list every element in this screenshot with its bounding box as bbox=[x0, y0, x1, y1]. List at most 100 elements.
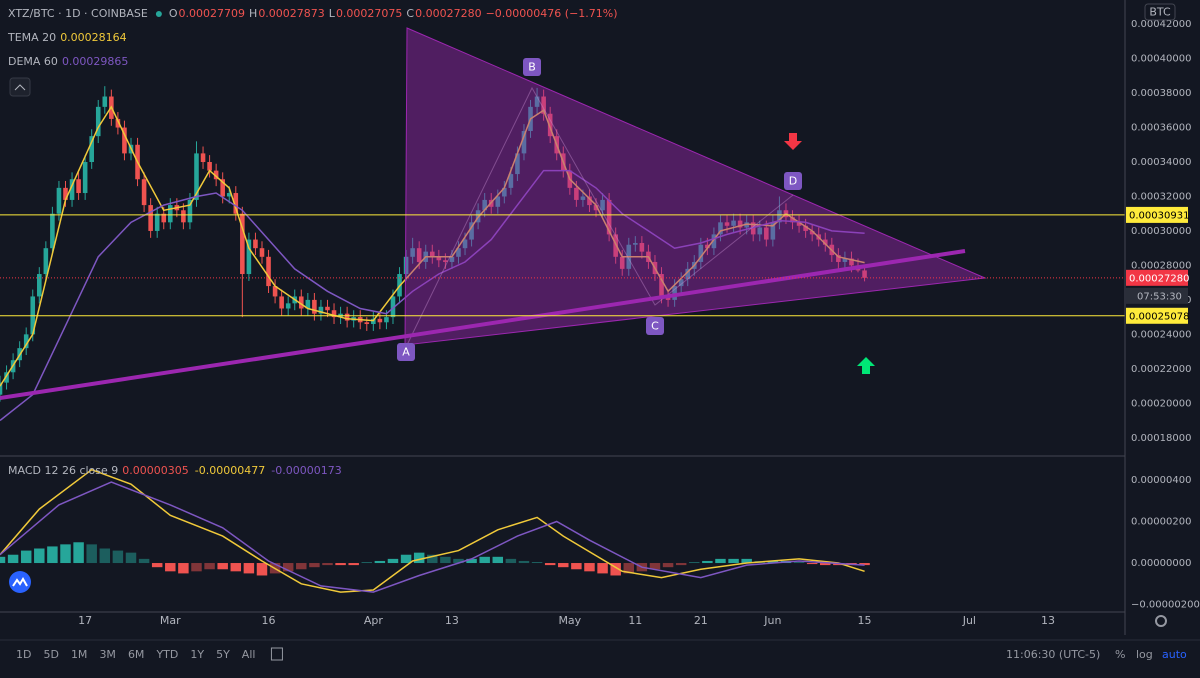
candle-body bbox=[606, 199, 612, 235]
candle-body bbox=[803, 225, 808, 231]
candle-body bbox=[141, 179, 147, 206]
range-button[interactable]: 6M bbox=[128, 648, 145, 661]
candle-body bbox=[279, 296, 284, 309]
auto-toggle[interactable]: auto bbox=[1162, 648, 1187, 661]
price-label: 0.00027280 bbox=[1129, 273, 1189, 284]
histogram-bar bbox=[413, 552, 425, 564]
indicator-line bbox=[0, 105, 865, 387]
percent-toggle[interactable]: % bbox=[1115, 648, 1125, 661]
candle-body bbox=[82, 162, 88, 194]
x-tick-label: 13 bbox=[445, 614, 459, 627]
candle-body bbox=[161, 213, 167, 223]
legend-name: DEMA 60 bbox=[8, 55, 58, 68]
candle-body bbox=[122, 127, 127, 154]
candle-body bbox=[547, 113, 553, 137]
candle-body bbox=[600, 199, 605, 211]
candle-body bbox=[76, 179, 81, 194]
log-toggle[interactable]: log bbox=[1136, 648, 1153, 661]
candle-body bbox=[619, 256, 625, 269]
candle-body bbox=[390, 296, 396, 318]
countdown-box bbox=[1126, 287, 1188, 304]
collapse-button[interactable] bbox=[9, 77, 31, 97]
range-button[interactable]: YTD bbox=[155, 648, 178, 661]
candle-body bbox=[449, 256, 455, 262]
candle-body bbox=[534, 96, 540, 107]
point-label: B bbox=[528, 61, 536, 74]
trend-line bbox=[0, 249, 966, 400]
legend-value: -0.00000477 bbox=[195, 464, 265, 477]
point-label: C bbox=[651, 320, 659, 333]
histogram-bar bbox=[531, 561, 543, 564]
candle-body bbox=[724, 222, 730, 226]
y-tick-label: 0.00034000 bbox=[1131, 157, 1191, 168]
candle-body bbox=[63, 187, 68, 200]
price-label: 0.00030931 bbox=[1129, 210, 1189, 221]
y-tick-label: 0.00000000 bbox=[1131, 558, 1191, 569]
candle-body bbox=[233, 193, 239, 214]
candle-body bbox=[685, 268, 691, 280]
logo[interactable] bbox=[9, 571, 31, 593]
header-text: XTZ/BTC · 1D · COINBASE bbox=[8, 7, 148, 20]
candle-body bbox=[416, 248, 422, 262]
candle-body bbox=[50, 213, 55, 249]
range-button[interactable]: 3M bbox=[99, 648, 116, 661]
x-tick-label: 16 bbox=[262, 614, 276, 627]
range-button[interactable]: 1D bbox=[16, 648, 31, 661]
date-range-icon[interactable] bbox=[270, 647, 283, 661]
histogram-bar bbox=[571, 563, 582, 570]
overlay-layer: XTZ/BTC · 1D · COINBASE O 0.00027709 H 0.000… bbox=[0, 7, 1200, 627]
header-text: 0.00027280 bbox=[415, 7, 481, 20]
candle-body bbox=[272, 286, 278, 297]
range-button[interactable]: All bbox=[242, 648, 256, 661]
y-tick-label: 0.00022000 bbox=[1131, 364, 1191, 375]
histogram-bar bbox=[230, 563, 242, 572]
candle-body bbox=[43, 248, 49, 275]
histogram-bar bbox=[518, 560, 530, 564]
histogram-bar bbox=[479, 556, 490, 564]
candle-body bbox=[344, 313, 350, 321]
logo-icon bbox=[12, 577, 28, 587]
legend-value: 0.00028164 bbox=[60, 31, 126, 44]
candle-body bbox=[371, 318, 376, 325]
range-button[interactable]: 1Y bbox=[190, 648, 204, 661]
candle-body bbox=[377, 318, 383, 323]
settings-button[interactable] bbox=[1155, 615, 1167, 627]
histogram-bar bbox=[806, 563, 818, 565]
candle-body bbox=[659, 274, 664, 297]
x-tick-label: 13 bbox=[1041, 614, 1055, 627]
histogram-bar bbox=[662, 563, 674, 568]
y-tick-label: −0.00000200 bbox=[1131, 600, 1200, 611]
candle-body bbox=[318, 306, 324, 314]
candle-body bbox=[312, 299, 317, 314]
candle-body bbox=[403, 256, 409, 275]
candle-body bbox=[207, 162, 212, 171]
histogram-bar bbox=[178, 563, 189, 574]
chevron-icon bbox=[14, 84, 26, 91]
legend-value: 0.00000305 bbox=[122, 464, 188, 477]
candle-body bbox=[718, 222, 723, 235]
y-tick-label: 0.00030000 bbox=[1131, 226, 1191, 237]
candle-body bbox=[639, 243, 645, 252]
point-d-box bbox=[784, 172, 802, 190]
x-tick-label: 11 bbox=[628, 614, 642, 627]
candle-body bbox=[194, 153, 199, 200]
candle-body bbox=[678, 279, 684, 287]
point-c-box bbox=[646, 317, 664, 335]
header-text: 0.00027709 bbox=[179, 7, 245, 20]
candle-body bbox=[298, 296, 304, 309]
histogram-bar bbox=[741, 558, 752, 564]
candle-body bbox=[469, 222, 474, 240]
candle-body bbox=[95, 106, 101, 137]
histogram-bar bbox=[558, 563, 569, 568]
candle-body bbox=[436, 256, 442, 261]
range-button[interactable]: 5D bbox=[43, 648, 58, 661]
histogram-bar bbox=[544, 563, 556, 566]
range-button[interactable]: 1M bbox=[71, 648, 88, 661]
histogram-bar bbox=[191, 563, 202, 572]
histogram-bar bbox=[597, 563, 608, 574]
candle-body bbox=[587, 196, 592, 206]
countdown: 07:53:30 bbox=[1137, 291, 1182, 302]
range-button[interactable]: 5Y bbox=[216, 648, 230, 661]
histogram-bar bbox=[675, 563, 687, 566]
